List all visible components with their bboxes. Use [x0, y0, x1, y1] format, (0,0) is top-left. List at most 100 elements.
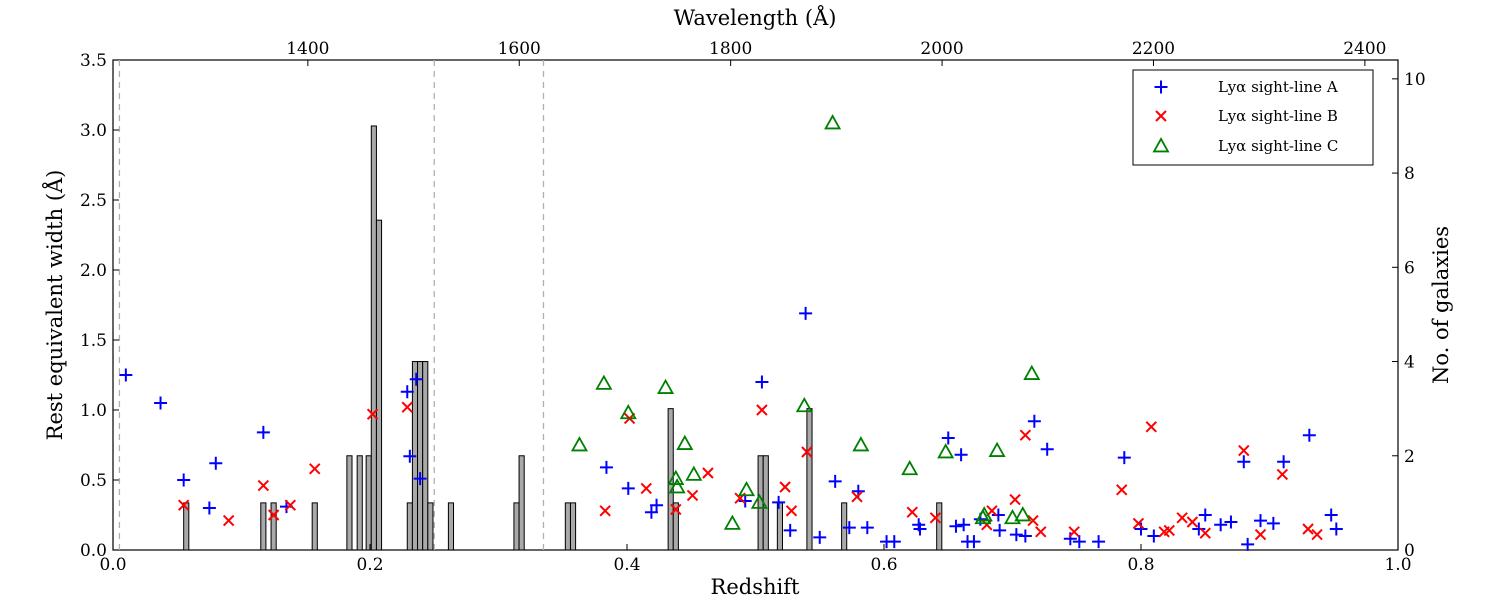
- point-x-10: [640, 482, 652, 495]
- point-triangle-14: [901, 459, 919, 476]
- top-tick-label-2: 1800: [709, 39, 752, 59]
- point-x-35: [1186, 516, 1199, 528]
- point-triangle-10: [750, 493, 768, 509]
- point-plus-19: [799, 306, 813, 320]
- point-plus-21: [828, 474, 842, 488]
- point-x-16: [779, 481, 791, 493]
- point-x-3: [267, 509, 280, 521]
- x-tick-label-3: 0.6: [870, 555, 897, 575]
- y-tick-label-4: 2.0: [80, 261, 107, 281]
- legend: Lyα sight-line A Lyα sight-line B Lyα si…: [1132, 69, 1374, 166]
- top-tick-label-4: 2200: [1132, 39, 1175, 59]
- point-x-37: [1238, 444, 1250, 457]
- point-plus-10: [413, 472, 427, 486]
- point-triangle-21: [1023, 364, 1041, 380]
- point-plus-8: [403, 449, 417, 463]
- point-plus-44: [1092, 535, 1106, 549]
- x-tick-label-0: 0.0: [99, 555, 126, 575]
- point-x-34: [1176, 512, 1188, 524]
- y2-tick-label-4: 8: [1404, 164, 1415, 184]
- point-plus-40: [1027, 414, 1041, 428]
- y-tick-label-6: 3.0: [80, 121, 107, 141]
- histogram-bar-1: [260, 502, 267, 551]
- point-plus-43: [1072, 535, 1086, 549]
- scatter-points: [119, 114, 1343, 551]
- histogram-bar-5: [356, 455, 363, 551]
- point-x-31: [1145, 421, 1157, 433]
- point-plus-31: [954, 448, 968, 462]
- point-triangle-11: [795, 396, 813, 413]
- point-plus-32: [957, 518, 971, 532]
- point-plus-50: [1214, 518, 1228, 532]
- point-triangle-6: [676, 434, 694, 450]
- point-plus-29: [941, 431, 955, 445]
- point-plus-4: [209, 456, 223, 470]
- point-triangle-17: [975, 506, 993, 522]
- point-plus-15: [738, 494, 752, 508]
- point-x-19: [851, 491, 863, 503]
- x-tick-label-5: 1.0: [1384, 555, 1411, 575]
- point-plus-47: [1147, 529, 1161, 543]
- point-plus-51: [1224, 515, 1238, 529]
- legend-marker-plus: [1154, 80, 1168, 94]
- histogram-bar-23: [776, 502, 783, 551]
- histogram-bar-17: [564, 502, 571, 551]
- point-plus-0: [119, 368, 133, 382]
- point-x-17: [785, 505, 798, 517]
- histogram-bar-20: [672, 502, 679, 551]
- point-triangle-0: [570, 436, 588, 452]
- point-x-26: [1027, 514, 1039, 527]
- point-plus-11: [599, 460, 613, 474]
- point-triangle-7: [685, 465, 703, 481]
- point-triangle-12: [824, 114, 842, 130]
- histogram-bar-11: [417, 361, 424, 551]
- point-x-22: [981, 519, 993, 531]
- point-x-29: [1116, 484, 1128, 496]
- point-x-39: [1276, 468, 1289, 481]
- top-tick-label-1: 1600: [498, 39, 541, 59]
- point-plus-48: [1192, 522, 1206, 536]
- point-triangle-13: [852, 436, 870, 452]
- point-plus-36: [991, 508, 1005, 522]
- point-plus-54: [1254, 514, 1268, 528]
- point-triangle-18: [988, 441, 1006, 457]
- y-axis-title: Rest equivalent width (Å): [42, 170, 67, 441]
- point-x-27: [1035, 526, 1047, 538]
- histogram-bar-15: [513, 502, 520, 551]
- point-triangle-15: [937, 443, 955, 459]
- point-plus-13: [644, 505, 658, 519]
- point-plus-5: [256, 425, 270, 439]
- histogram-bar-25: [841, 502, 848, 551]
- point-plus-41: [1040, 442, 1054, 456]
- histogram-bar-12: [422, 361, 429, 551]
- point-x-12: [686, 489, 699, 502]
- point-triangle-1: [595, 374, 613, 390]
- histogram-bar-24: [806, 408, 813, 551]
- point-x-7: [401, 401, 413, 413]
- point-plus-9: [409, 372, 423, 386]
- point-plus-16: [755, 375, 769, 389]
- point-x-2: [257, 479, 270, 492]
- histogram-bar-14: [447, 502, 455, 551]
- histogram-bar-7: [370, 125, 377, 551]
- histogram-bar-13: [427, 502, 434, 551]
- histogram-bar-9: [406, 502, 413, 551]
- point-triangle-2: [619, 403, 637, 420]
- y-tick-label-5: 2.5: [80, 191, 107, 211]
- histogram-bar-4: [346, 455, 353, 551]
- point-plus-26: [887, 535, 901, 549]
- point-plus-1: [154, 396, 168, 410]
- histogram-bar-2: [270, 502, 277, 551]
- x-tick-label-1: 0.2: [356, 555, 383, 575]
- histogram-bar-18: [569, 502, 577, 551]
- point-plus-18: [783, 523, 797, 537]
- y-tick-label-1: 0.5: [80, 471, 107, 491]
- point-x-6: [366, 408, 379, 420]
- top-axis-title: Wavelength (Å): [674, 5, 837, 30]
- point-plus-28: [913, 522, 927, 536]
- point-x-11: [670, 503, 682, 516]
- point-x-8: [599, 505, 611, 517]
- point-x-28: [1068, 526, 1080, 538]
- legend-box: [1132, 69, 1374, 166]
- y2-tick-label-1: 2: [1404, 447, 1415, 467]
